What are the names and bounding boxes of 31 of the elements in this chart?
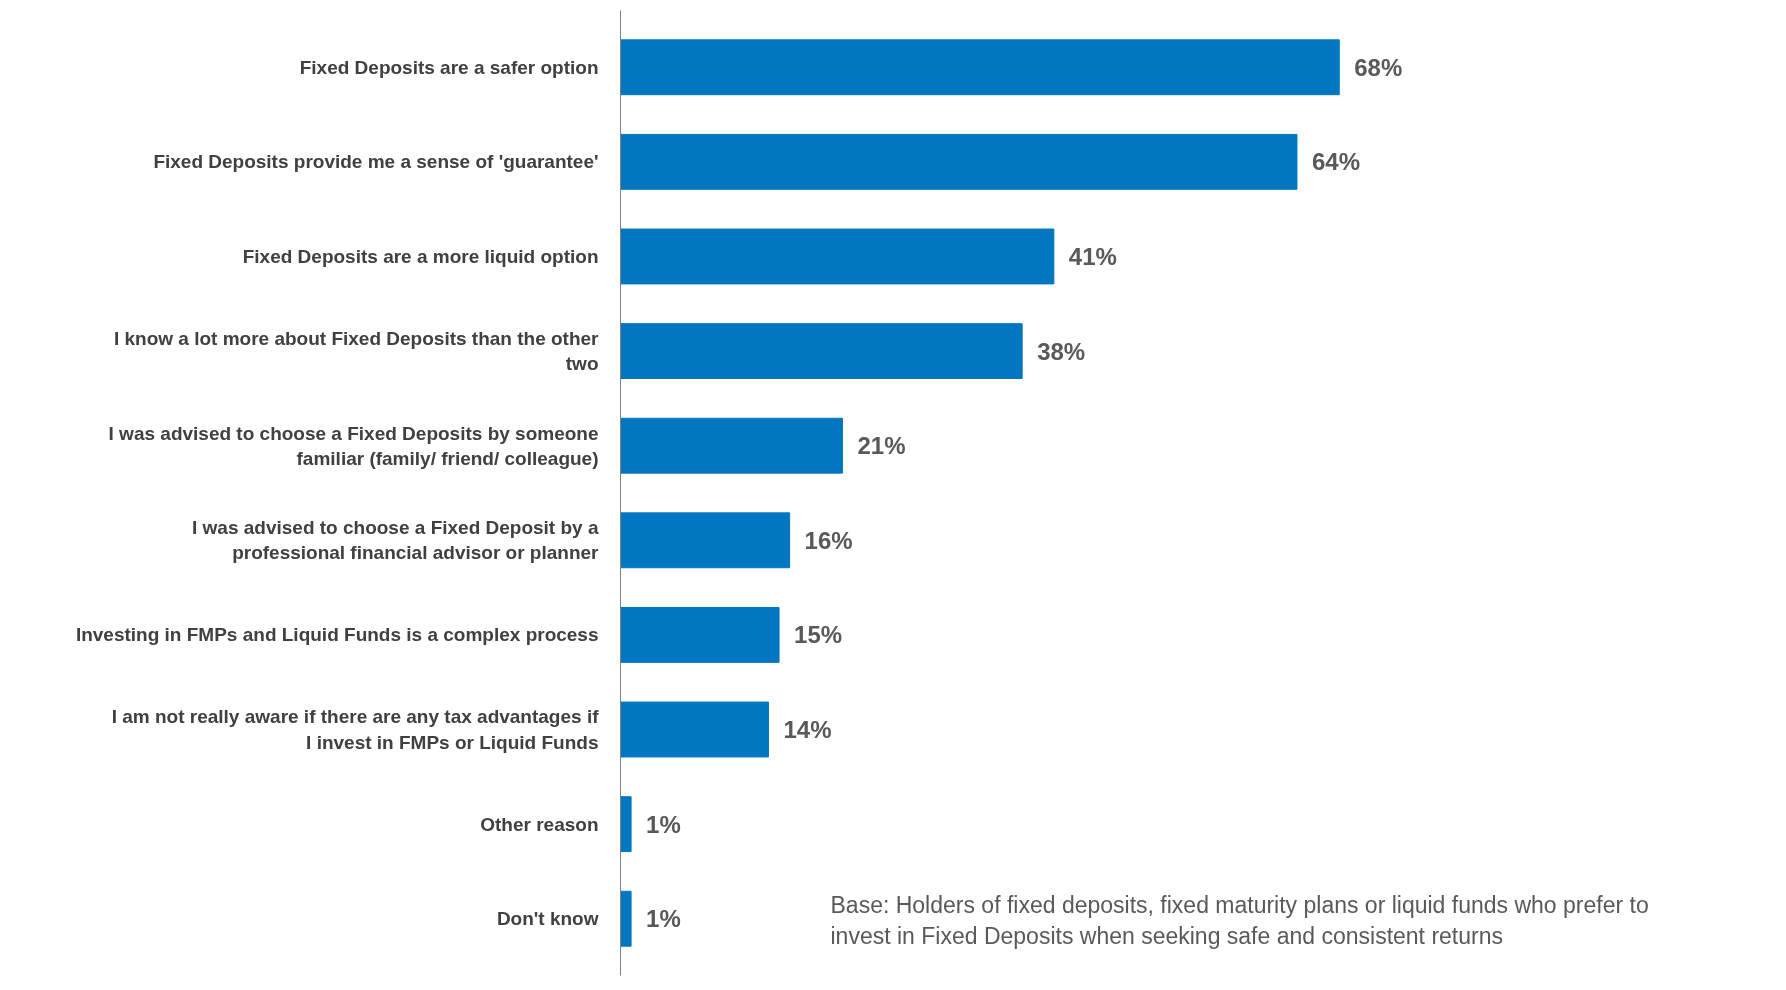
bar	[620, 133, 1298, 190]
bar	[620, 890, 632, 947]
bar	[620, 323, 1023, 380]
y-tick-label: Fixed Deposits are a safer option	[299, 56, 599, 78]
annotation: Base: Holders of fixed deposits, fixed maturity plans or liquid funds who prefer to invest in Fixed Deposits when seeking safe and consistent returns	[830, 891, 1649, 949]
data-label: 64%	[1311, 148, 1361, 176]
data-label: 21%	[857, 432, 906, 460]
data-label: 1%	[646, 810, 681, 838]
bar	[620, 39, 1340, 96]
bar	[620, 228, 1055, 285]
bar	[620, 796, 632, 853]
y-tick-label: I know a lot more about Fixed Deposits than the other two	[113, 327, 600, 375]
data-label: 15%	[794, 621, 843, 649]
y-tick-label: I am not really aware if there are any tax advantages if I invest in FMPs or Liquid Funds	[111, 706, 600, 753]
y-tick-label: Fixed Deposits provide me a sense of 'guarantee'	[153, 151, 599, 173]
y-tick-label: Fixed Deposits are a more liquid option	[242, 245, 599, 267]
bar	[620, 701, 769, 758]
data-label: 41%	[1068, 242, 1117, 270]
bar	[620, 417, 843, 474]
y-tick-label: I was advised to choose a Fixed Deposits by someone familiar (family/ friend/ colleague)	[108, 422, 599, 469]
y-tick-label: Don't know	[496, 908, 599, 930]
data-label: 1%	[646, 905, 681, 933]
data-label: 14%	[783, 716, 832, 744]
y-tick-label: Investing in FMPs and Liquid Funds is a complex process	[75, 624, 599, 646]
bar	[620, 512, 791, 569]
y-tick-label: Other reason	[480, 813, 599, 835]
bar	[620, 606, 780, 663]
data-label: 68%	[1354, 53, 1403, 81]
y-tick-label: I was advised to choose a Fixed Deposit by a professional financial advisor or planner	[191, 517, 600, 564]
data-label: 16%	[804, 526, 853, 554]
data-label: 38%	[1037, 337, 1086, 365]
